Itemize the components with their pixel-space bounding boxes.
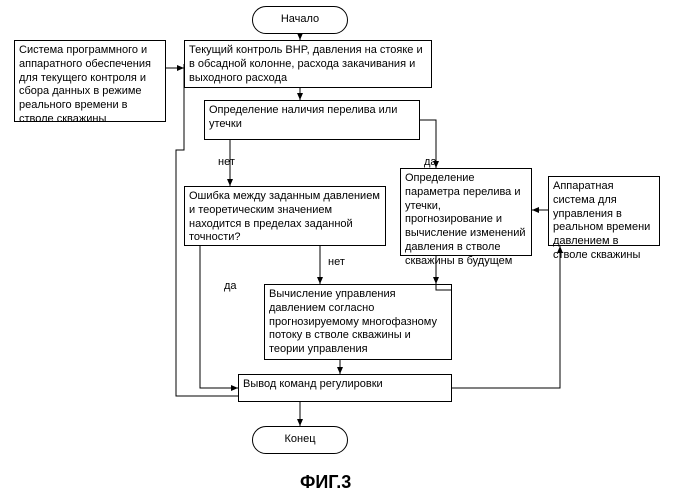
edge-label-yes-top: да: [424, 156, 437, 168]
edge-label-no-top: нет: [218, 156, 235, 168]
start-node: Начало: [252, 6, 348, 34]
decide-error-text: Ошибка между заданным давлением и теорет…: [189, 190, 380, 243]
monitor-text: Текущий контроль BHP, давления на стояке…: [189, 44, 423, 84]
param-text: Определение параметра перелива и утечки,…: [405, 172, 525, 267]
edge-label-no-top-text: нет: [218, 156, 235, 168]
right-hardware-text: Аппаратная система для управления в реал…: [553, 180, 650, 261]
overflow-node: Определение наличия перелива или утечки: [204, 100, 420, 140]
right-hardware-node: Аппаратная система для управления в реал…: [548, 176, 660, 246]
end-node: Конец: [252, 426, 348, 454]
figure-label: ФИГ.3: [300, 472, 351, 493]
overflow-text: Определение наличия перелива или утечки: [209, 104, 397, 130]
edge-label-no-mid: нет: [328, 256, 345, 268]
output-node: Вывод команд регулировки: [238, 374, 452, 402]
end-text: Конец: [284, 433, 315, 445]
edge-label-yes-top-text: да: [424, 156, 437, 168]
calc-node: Вычисление управления давлением согласно…: [264, 284, 452, 360]
decide-error-node: Ошибка между заданным давлением и теорет…: [184, 186, 386, 246]
figure-label-text: ФИГ.3: [300, 472, 351, 492]
monitor-node: Текущий контроль BHP, давления на стояке…: [184, 40, 432, 88]
output-text: Вывод команд регулировки: [243, 378, 383, 390]
edge-label-yes-left: да: [224, 280, 237, 292]
param-node: Определение параметра перелива и утечки,…: [400, 168, 532, 256]
calc-text: Вычисление управления давлением согласно…: [269, 288, 437, 355]
edge-label-no-mid-text: нет: [328, 256, 345, 268]
left-source-node: Система программного и аппаратного обесп…: [14, 40, 166, 122]
left-source-text: Система программного и аппаратного обесп…: [19, 44, 151, 125]
start-text: Начало: [281, 13, 319, 25]
edge-label-yes-left-text: да: [224, 280, 237, 292]
